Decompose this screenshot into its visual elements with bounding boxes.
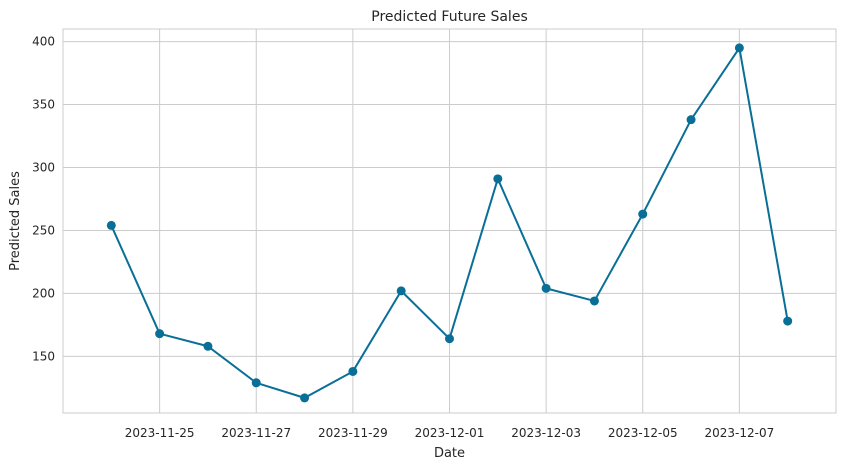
data-point xyxy=(493,174,503,184)
data-point xyxy=(155,329,165,339)
y-tick-label: 300 xyxy=(32,160,55,174)
data-point xyxy=(638,209,648,219)
x-axis-ticks: 2023-11-25 2023-11-27 2023-11-29 2023-12-01… xyxy=(125,426,775,440)
data-point xyxy=(734,43,744,53)
data-point xyxy=(783,316,793,326)
y-axis-ticks: 150 200 250 300 350 400 xyxy=(32,35,55,364)
grid-lines xyxy=(63,29,836,413)
chart-title: Predicted Future Sales xyxy=(371,9,527,25)
data-point xyxy=(396,286,406,296)
y-tick-label: 350 xyxy=(32,98,55,112)
data-point xyxy=(106,220,116,230)
x-tick-label: 2023-11-29 xyxy=(318,426,388,440)
data-point xyxy=(445,334,454,344)
y-tick-label: 400 xyxy=(32,35,55,49)
x-tick-label: 2023-12-07 xyxy=(705,426,775,440)
x-tick-label: 2023-12-01 xyxy=(415,426,485,440)
data-point xyxy=(251,378,261,388)
y-tick-label: 200 xyxy=(32,286,55,300)
x-tick-label: 2023-11-25 xyxy=(125,426,195,440)
x-tick-label: 2023-12-05 xyxy=(608,426,678,440)
y-tick-label: 250 xyxy=(32,223,55,237)
series-group xyxy=(106,43,793,403)
x-tick-label: 2023-12-03 xyxy=(511,426,581,440)
x-tick-label: 2023-11-27 xyxy=(221,426,291,440)
y-tick-label: 150 xyxy=(32,349,55,363)
data-point xyxy=(686,115,696,125)
data-point xyxy=(589,296,599,306)
x-axis-label: Date xyxy=(434,446,465,461)
data-point xyxy=(203,341,213,351)
data-point xyxy=(541,283,551,293)
data-point xyxy=(348,366,358,376)
data-point xyxy=(300,393,310,403)
y-axis-label: Predicted Sales xyxy=(8,171,23,271)
